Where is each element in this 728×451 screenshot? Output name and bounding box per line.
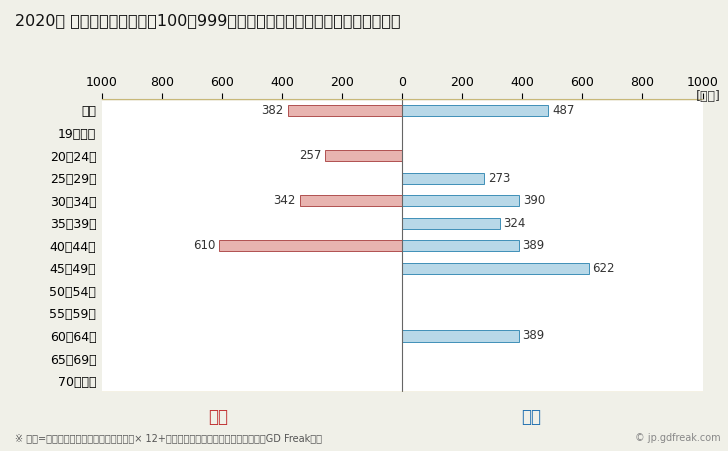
Text: 324: 324 <box>503 217 526 230</box>
Bar <box>402 195 519 206</box>
Bar <box>402 105 548 116</box>
Bar <box>325 150 402 161</box>
Text: 257: 257 <box>299 149 322 162</box>
Bar <box>288 105 402 116</box>
Bar <box>402 330 519 342</box>
Bar <box>402 172 484 184</box>
Bar <box>299 195 402 206</box>
Text: 390: 390 <box>523 194 545 207</box>
Bar <box>402 217 499 229</box>
Text: 男性: 男性 <box>521 408 542 426</box>
Text: © jp.gdfreak.com: © jp.gdfreak.com <box>635 433 721 443</box>
Text: 273: 273 <box>488 172 510 184</box>
Text: ※ 年収=「きまって支給する現金給与額」× 12+「年間賞与その他特別給与額」としてGD Freak推計: ※ 年収=「きまって支給する現金給与額」× 12+「年間賞与その他特別給与額」と… <box>15 433 322 443</box>
Bar <box>219 240 402 251</box>
Text: [万円]: [万円] <box>696 90 721 103</box>
Text: 2020年 民間企業（従業者数100～999人）フルタイム労働者の男女別平均年収: 2020年 民間企業（従業者数100～999人）フルタイム労働者の男女別平均年収 <box>15 14 400 28</box>
Text: 487: 487 <box>552 104 574 117</box>
Text: 342: 342 <box>274 194 296 207</box>
Bar <box>402 262 589 274</box>
Text: 610: 610 <box>193 239 215 252</box>
Bar <box>402 240 519 251</box>
Text: 382: 382 <box>261 104 284 117</box>
Text: 389: 389 <box>523 330 545 342</box>
Text: 389: 389 <box>523 239 545 252</box>
Text: 女性: 女性 <box>208 408 229 426</box>
Text: 622: 622 <box>593 262 615 275</box>
